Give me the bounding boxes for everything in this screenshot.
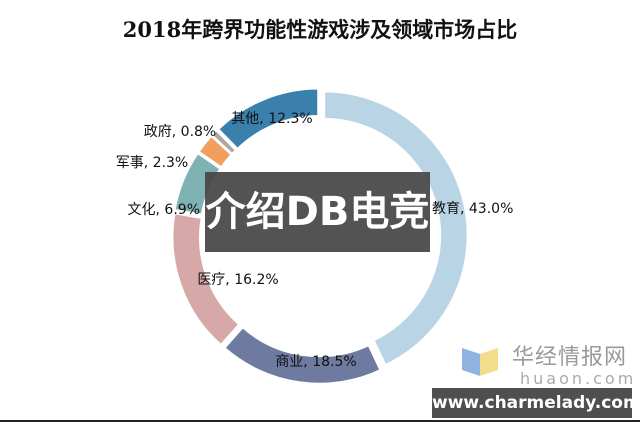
data-label-商业: 商业, 18.5% bbox=[275, 354, 356, 370]
watermark-site: www.charmelady.com bbox=[432, 388, 640, 418]
watermark-domain: huaon.com bbox=[520, 369, 637, 388]
slice-商业 bbox=[222, 325, 383, 386]
watermark-name: 华经情报网 bbox=[512, 345, 628, 370]
watermark-logo-icon bbox=[462, 348, 498, 376]
data-label-政府: 政府, 0.8% bbox=[144, 124, 216, 140]
data-label-医疗: 医疗, 16.2% bbox=[197, 272, 278, 288]
data-label-文化: 文化, 6.9% bbox=[128, 202, 200, 218]
data-label-教育: 教育, 43.0% bbox=[432, 201, 513, 217]
slice-其他 bbox=[216, 87, 320, 152]
bottom-divider bbox=[0, 420, 640, 422]
slice-政府 bbox=[209, 128, 238, 157]
data-label-其他: 其他, 12.3% bbox=[231, 111, 312, 127]
slice-教育 bbox=[322, 89, 470, 368]
data-label-军事: 军事, 2.3% bbox=[116, 155, 188, 171]
slice-医疗 bbox=[171, 211, 242, 348]
chart-title: 2018年跨界功能性游戏涉及领域市场占比 bbox=[122, 17, 518, 42]
overlay-banner: 介绍DB电竞 bbox=[205, 172, 430, 252]
